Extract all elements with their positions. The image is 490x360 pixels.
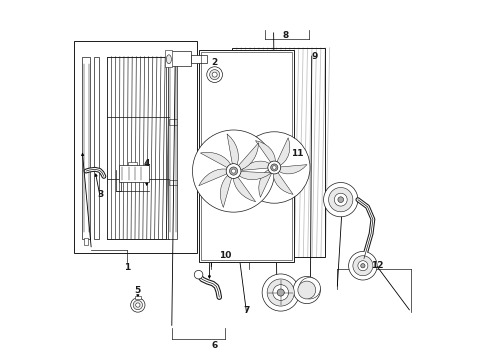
Circle shape xyxy=(226,164,241,179)
Circle shape xyxy=(212,72,217,77)
Polygon shape xyxy=(199,169,227,186)
Bar xyxy=(232,48,325,257)
Polygon shape xyxy=(255,140,275,162)
Text: 12: 12 xyxy=(371,261,383,270)
Bar xyxy=(201,52,292,260)
Bar xyxy=(199,50,294,262)
Circle shape xyxy=(267,279,294,306)
Circle shape xyxy=(361,264,365,268)
Text: 2: 2 xyxy=(212,58,218,67)
Circle shape xyxy=(299,278,320,299)
Bar xyxy=(135,296,141,298)
Bar xyxy=(165,50,172,67)
Circle shape xyxy=(193,130,275,212)
Circle shape xyxy=(353,256,373,276)
Circle shape xyxy=(358,261,368,271)
Circle shape xyxy=(298,281,316,299)
Circle shape xyxy=(323,183,358,217)
Circle shape xyxy=(268,161,281,174)
Circle shape xyxy=(262,274,299,311)
Circle shape xyxy=(348,251,377,280)
Bar xyxy=(168,57,177,239)
Bar xyxy=(168,51,192,66)
Circle shape xyxy=(272,166,276,169)
Text: 9: 9 xyxy=(312,52,318,61)
Bar xyxy=(192,55,207,63)
Polygon shape xyxy=(220,175,232,207)
Circle shape xyxy=(136,303,140,307)
Circle shape xyxy=(131,298,145,312)
Bar xyxy=(169,119,177,125)
Circle shape xyxy=(334,193,347,206)
Bar xyxy=(107,57,167,239)
Circle shape xyxy=(231,169,236,173)
Polygon shape xyxy=(279,165,307,174)
Text: 4: 4 xyxy=(144,159,150,168)
Polygon shape xyxy=(277,138,290,165)
Circle shape xyxy=(329,188,353,212)
Bar xyxy=(82,57,90,239)
Circle shape xyxy=(239,132,310,203)
Bar xyxy=(74,41,197,253)
Polygon shape xyxy=(239,171,271,180)
Text: 10: 10 xyxy=(219,251,232,260)
Bar xyxy=(94,57,98,239)
Text: 3: 3 xyxy=(97,190,103,199)
Text: 11: 11 xyxy=(291,149,303,158)
Polygon shape xyxy=(227,134,239,165)
Ellipse shape xyxy=(167,55,172,64)
Text: 6: 6 xyxy=(212,341,218,350)
Bar xyxy=(83,238,88,246)
Circle shape xyxy=(273,285,289,300)
Circle shape xyxy=(277,289,284,296)
Text: 8: 8 xyxy=(283,31,289,40)
Polygon shape xyxy=(273,173,293,194)
Circle shape xyxy=(194,270,203,279)
Circle shape xyxy=(338,197,343,203)
Circle shape xyxy=(133,300,143,310)
Circle shape xyxy=(210,69,220,80)
Polygon shape xyxy=(239,143,259,170)
Text: 1: 1 xyxy=(124,263,130,272)
Polygon shape xyxy=(259,170,271,197)
Bar xyxy=(128,162,137,165)
Circle shape xyxy=(270,164,278,171)
Bar xyxy=(169,180,177,185)
Text: 5: 5 xyxy=(135,286,141,295)
Circle shape xyxy=(229,167,238,175)
Polygon shape xyxy=(242,161,270,170)
Circle shape xyxy=(207,67,222,82)
Polygon shape xyxy=(233,177,256,202)
Text: 7: 7 xyxy=(244,306,250,315)
Polygon shape xyxy=(200,152,231,167)
Circle shape xyxy=(293,276,320,303)
Bar xyxy=(119,165,148,182)
